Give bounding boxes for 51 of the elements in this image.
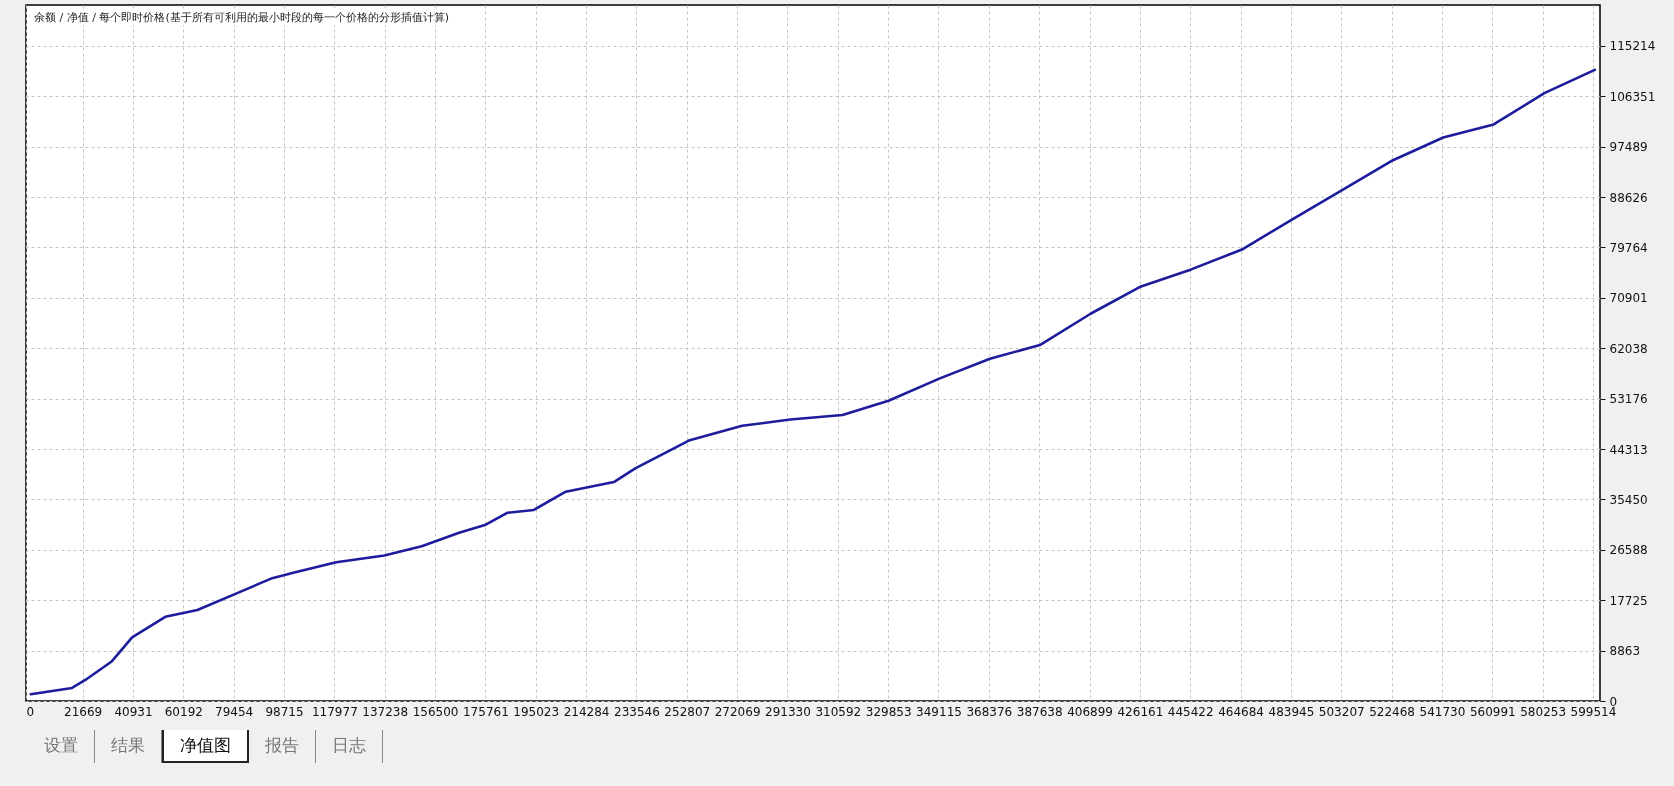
x-tick-label: 175761 xyxy=(462,704,509,719)
y-tick-label: 35450 xyxy=(1609,492,1648,507)
y-tick-label: 106351 xyxy=(1609,89,1656,104)
x-tick-label: 426161 xyxy=(1117,704,1164,719)
x-tick-label: 0 xyxy=(26,704,35,719)
x-tick-label: 580253 xyxy=(1520,704,1567,719)
x-tick-label: 599514 xyxy=(1570,704,1617,719)
y-tick-label: 97489 xyxy=(1609,140,1648,155)
x-tick-label: 60192 xyxy=(164,704,203,719)
y-tick-label: 115214 xyxy=(1609,39,1656,54)
x-tick-label: 214284 xyxy=(563,704,610,719)
text: 报告 xyxy=(249,730,316,763)
y-tick-label: 70901 xyxy=(1609,291,1648,306)
x-tick-label: 387638 xyxy=(1016,704,1063,719)
x-tick-label: 40931 xyxy=(114,704,153,719)
y-tick-label: 44313 xyxy=(1609,442,1648,457)
y-tick-label: 17725 xyxy=(1609,593,1648,608)
x-tick-label: 137238 xyxy=(362,704,409,719)
x-tick-label: 445422 xyxy=(1167,704,1214,719)
x-tick-label: 291330 xyxy=(765,704,811,719)
x-tick-label: 522468 xyxy=(1369,704,1416,719)
text: 日志 xyxy=(316,730,383,763)
line-series xyxy=(29,68,1597,696)
text: 设置 xyxy=(28,730,95,763)
x-tick-label: 21669 xyxy=(64,704,103,719)
x-tick-label: 195023 xyxy=(513,704,560,719)
x-tick-label: 560991 xyxy=(1469,704,1516,719)
x-tick-label: 349115 xyxy=(916,704,962,719)
x-tick-label: 233546 xyxy=(614,704,660,719)
text: 余额 / 净值 / 每个即时价格(基于所有可利用的最小时段的每一个价格的分形插值计算) xyxy=(34,10,449,25)
x-tick-label: 117977 xyxy=(311,704,358,719)
x-tick-label: 503207 xyxy=(1318,704,1365,719)
x-tick-label: 252807 xyxy=(664,704,711,719)
y-tick-label: 8863 xyxy=(1609,644,1641,659)
x-tick-label: 406899 xyxy=(1067,704,1113,719)
y-tick-label: 26588 xyxy=(1609,543,1648,558)
y-tick-label: 88626 xyxy=(1609,190,1648,205)
x-tick-label: 329853 xyxy=(865,704,912,719)
text: 结果 xyxy=(95,730,162,763)
y-tick-label: 53176 xyxy=(1609,392,1648,407)
x-tick-label: 98715 xyxy=(265,704,304,719)
x-tick-label: 541730 xyxy=(1419,704,1466,719)
x-tick-label: 156500 xyxy=(412,704,459,719)
x-tick-label: 483945 xyxy=(1268,704,1315,719)
x-tick-label: 310592 xyxy=(815,704,862,719)
x-tick-label: 79454 xyxy=(215,704,254,719)
x-tick-label: 368376 xyxy=(966,704,1013,719)
y-tick-label: 79764 xyxy=(1609,240,1648,255)
y-tick-label: 62038 xyxy=(1609,341,1648,356)
x-tick-label: 272069 xyxy=(714,704,761,719)
x-tick-label: 464684 xyxy=(1218,704,1264,719)
